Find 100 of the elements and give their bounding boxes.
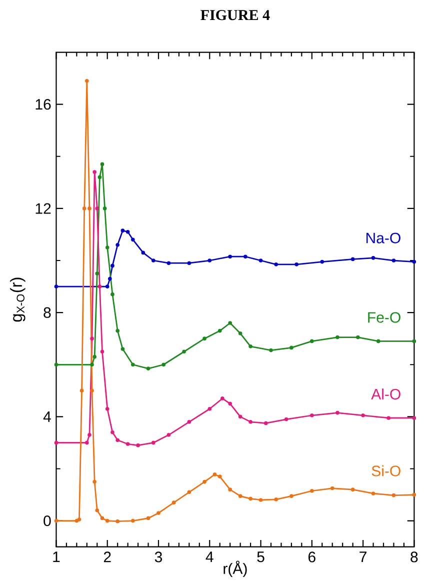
point xyxy=(392,493,396,498)
point xyxy=(95,272,99,276)
point xyxy=(146,516,150,520)
series-label: Na-O xyxy=(366,232,400,244)
x-tick-label: 7 xyxy=(359,552,366,562)
point xyxy=(310,339,314,344)
point xyxy=(220,396,224,400)
point xyxy=(392,258,396,262)
point xyxy=(412,339,416,344)
series-label: Al-O xyxy=(370,388,400,400)
x-tick-label: 3 xyxy=(154,552,162,562)
point xyxy=(54,440,58,445)
point xyxy=(100,516,104,520)
point xyxy=(54,284,58,288)
point xyxy=(98,284,102,288)
y-tick-label: 16 xyxy=(36,99,51,110)
point xyxy=(115,328,120,333)
point xyxy=(310,413,314,418)
point xyxy=(90,336,94,341)
point xyxy=(284,417,288,422)
point xyxy=(228,402,232,406)
point xyxy=(90,388,94,393)
point xyxy=(228,488,232,492)
point xyxy=(218,474,222,478)
point xyxy=(320,260,324,264)
point xyxy=(294,262,298,266)
point xyxy=(218,328,222,333)
point xyxy=(350,488,355,492)
point xyxy=(84,440,89,445)
point xyxy=(187,490,191,494)
point xyxy=(126,442,130,446)
point xyxy=(105,518,110,523)
point xyxy=(92,170,96,174)
point xyxy=(82,206,86,210)
point xyxy=(238,414,242,419)
point xyxy=(258,498,263,502)
point xyxy=(335,410,340,415)
point xyxy=(87,206,92,210)
point xyxy=(350,257,355,262)
point xyxy=(187,261,191,266)
point xyxy=(115,519,120,524)
point xyxy=(95,206,99,210)
point xyxy=(274,498,278,502)
point xyxy=(371,256,375,260)
point xyxy=(162,362,166,367)
point xyxy=(274,262,278,266)
point xyxy=(110,292,114,296)
point xyxy=(110,430,114,434)
point xyxy=(289,494,294,498)
series-label: Si-O xyxy=(372,465,400,476)
x-tick-label: 1 xyxy=(53,552,60,562)
point xyxy=(238,494,242,498)
point xyxy=(248,496,252,501)
point xyxy=(248,420,252,424)
point xyxy=(151,440,156,445)
point xyxy=(110,264,114,268)
point xyxy=(289,346,294,350)
point xyxy=(386,416,390,420)
point xyxy=(212,472,216,476)
series-label: Fe-O xyxy=(368,312,400,323)
point xyxy=(95,508,99,512)
y-tick-label: 4 xyxy=(43,412,51,422)
point xyxy=(258,258,263,262)
point xyxy=(108,276,112,281)
point xyxy=(228,321,232,325)
point xyxy=(98,175,102,180)
x-tick-label: 5 xyxy=(257,552,264,562)
point xyxy=(90,362,94,367)
point xyxy=(360,413,365,418)
point xyxy=(74,518,78,523)
point xyxy=(356,335,360,340)
point xyxy=(166,261,170,266)
point xyxy=(412,416,416,420)
point xyxy=(130,518,135,523)
x-tick-label: 2 xyxy=(104,552,111,562)
point xyxy=(172,500,176,505)
point xyxy=(310,488,314,493)
point xyxy=(228,254,232,259)
point xyxy=(105,284,110,288)
point xyxy=(166,432,170,437)
point xyxy=(126,230,130,234)
point xyxy=(238,331,242,336)
point xyxy=(120,228,124,232)
point xyxy=(371,492,375,496)
y-tick-label: 0 xyxy=(43,516,51,526)
point xyxy=(115,242,120,247)
point xyxy=(77,518,81,522)
point xyxy=(136,443,140,448)
point xyxy=(243,254,248,259)
point xyxy=(156,511,160,515)
point xyxy=(54,518,58,523)
point xyxy=(146,366,150,370)
point xyxy=(412,260,416,264)
point xyxy=(208,258,212,262)
point xyxy=(264,421,268,426)
x-axis-title: r(Å) xyxy=(224,560,247,577)
y-tick-label: 8 xyxy=(44,307,51,318)
point xyxy=(92,480,96,484)
point xyxy=(54,362,58,367)
point xyxy=(92,354,96,359)
